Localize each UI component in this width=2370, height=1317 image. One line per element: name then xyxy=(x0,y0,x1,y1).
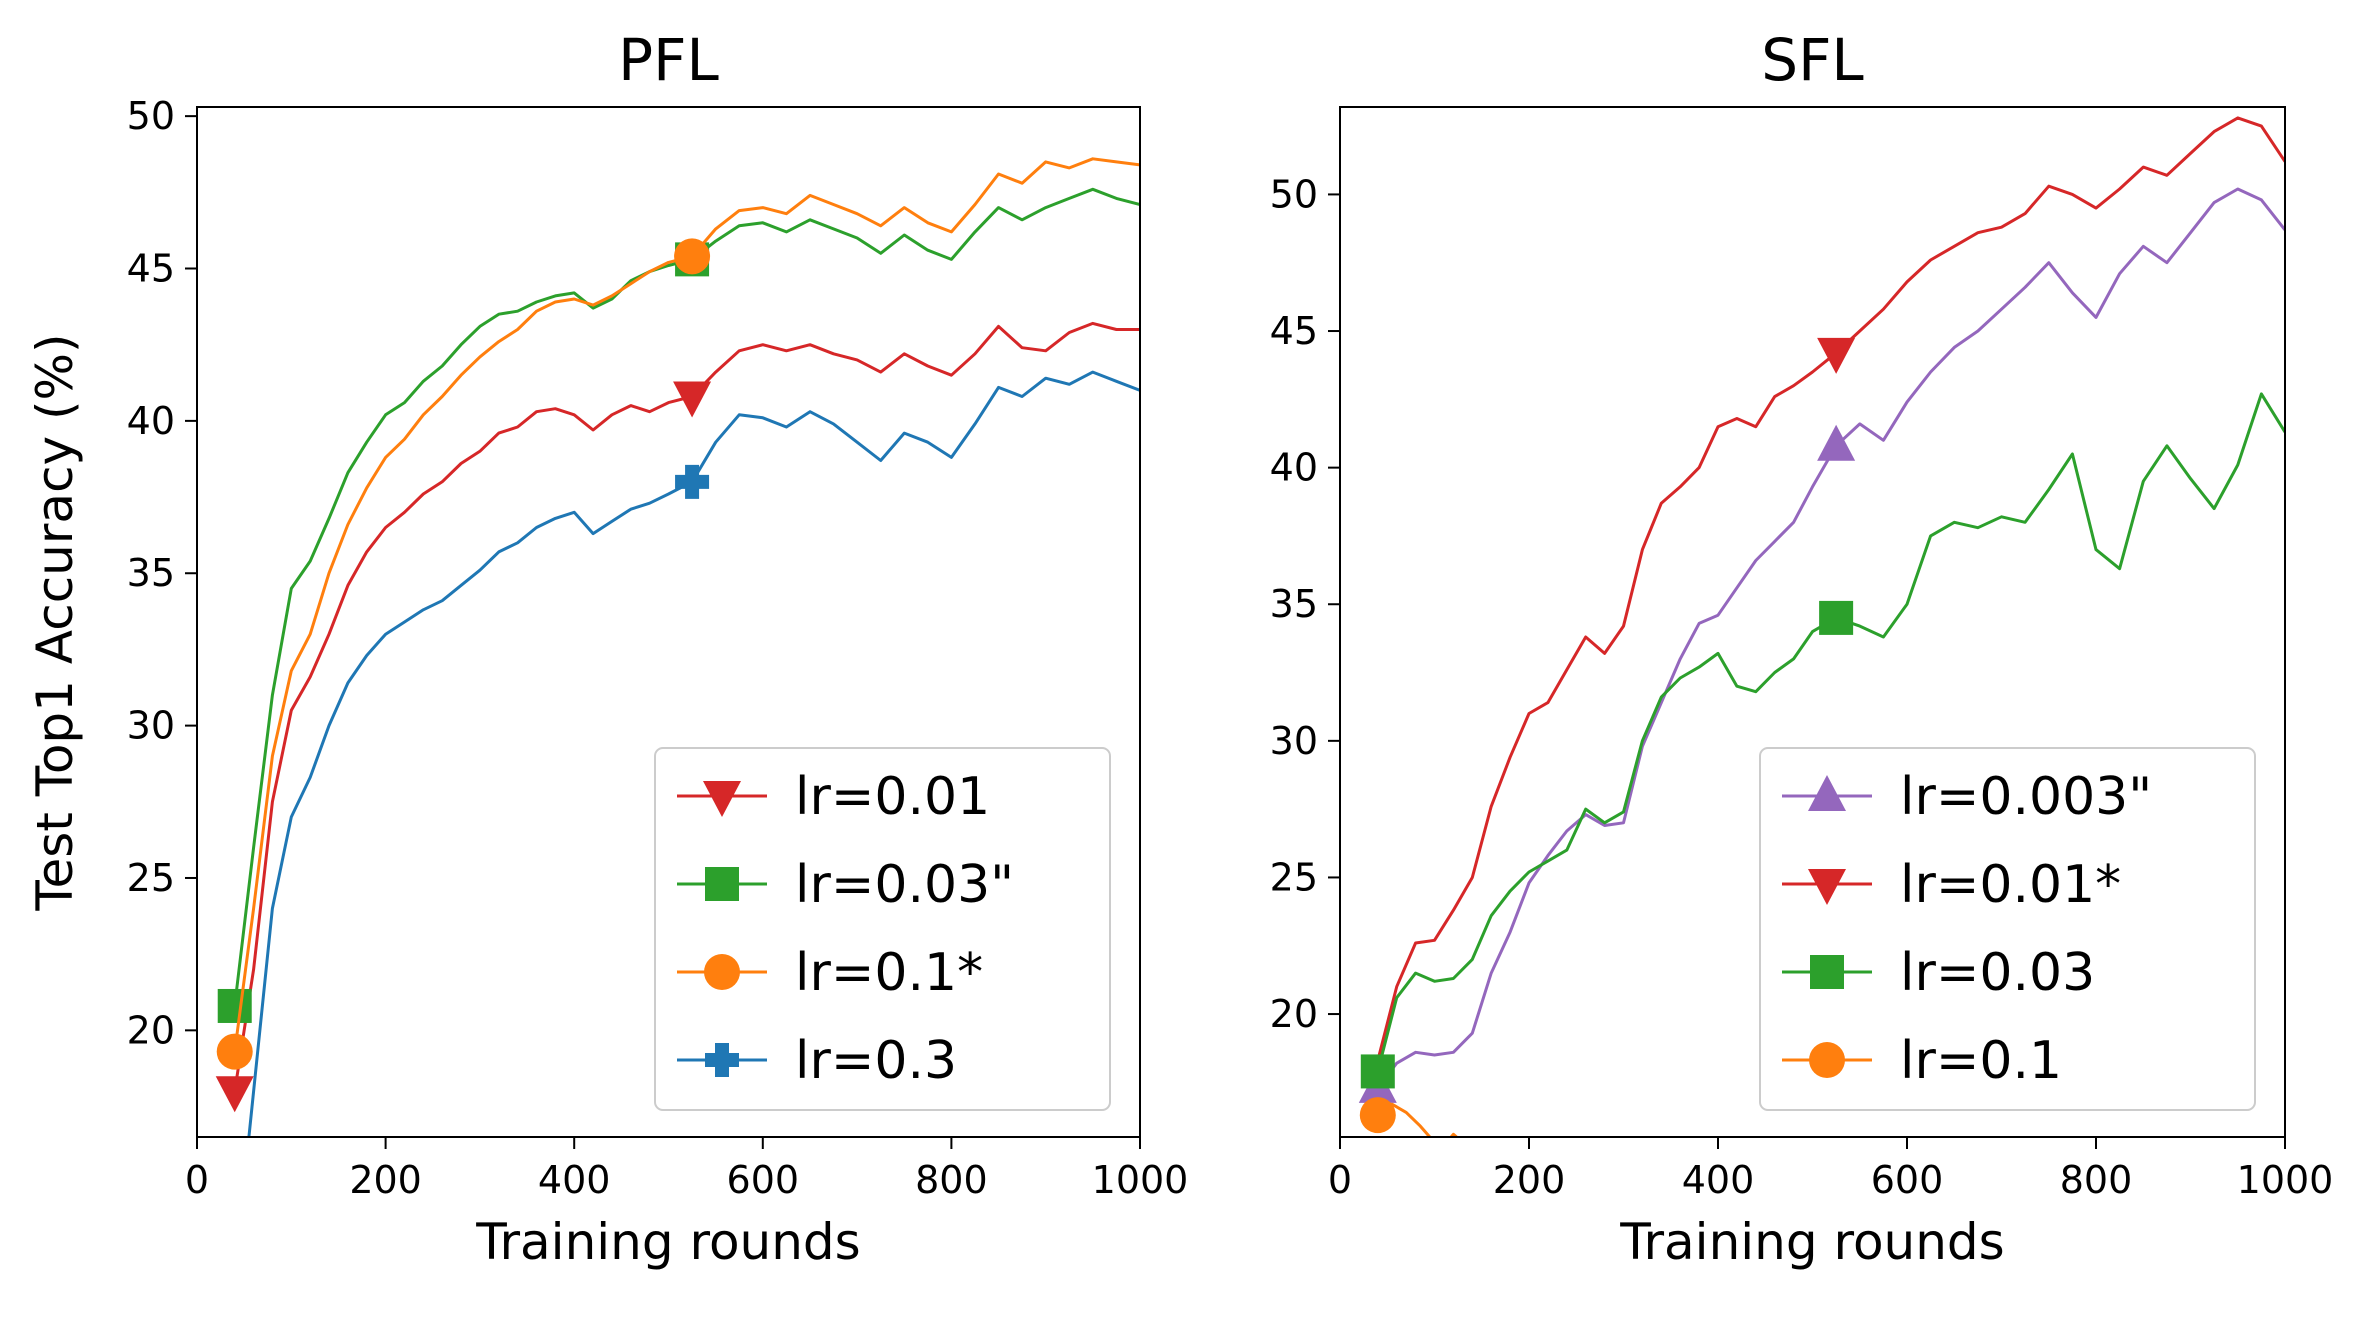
series-marker-2-1 xyxy=(217,988,252,1023)
legend-marker-1 xyxy=(1808,775,1846,811)
legend-label-1: lr=0.003" xyxy=(1900,767,2152,827)
chart-title: SFL xyxy=(1761,26,1864,94)
axes-frame xyxy=(1339,106,2286,1138)
legend-marker-4 xyxy=(705,1043,739,1077)
x-tick-label: 600 xyxy=(1871,1158,1944,1202)
legend-box xyxy=(1759,747,2256,1111)
chart-title: PFL xyxy=(618,26,719,94)
legend-label-4: lr=0.1 xyxy=(1900,1031,2062,1091)
series-marker-1-2 xyxy=(673,381,712,418)
legend: lr=0.01 lr=0.03" lr=0.1* lr=0.3 xyxy=(654,747,1111,1111)
axes-frame xyxy=(196,106,1141,1138)
y-tick-label: 20 xyxy=(127,1008,175,1052)
y-tick-label: 40 xyxy=(127,399,175,443)
x-tick-label: 400 xyxy=(538,1158,611,1202)
series-marker-3-1 xyxy=(216,1033,253,1070)
series-marker-2-1 xyxy=(1817,337,1856,374)
series-marker-3-2 xyxy=(1819,600,1854,635)
y-tick-label: 50 xyxy=(127,94,175,138)
series-marker-4-1 xyxy=(1359,1097,1396,1134)
legend-label-2: lr=0.01* xyxy=(1900,855,2121,915)
series-line-4 xyxy=(247,370,1140,1137)
series-line-3 xyxy=(233,157,1140,1052)
x-tick-label: 200 xyxy=(349,1158,422,1202)
x-tick-label: 800 xyxy=(915,1158,988,1202)
y-tick-label: 45 xyxy=(1270,309,1318,353)
y-tick-label: 40 xyxy=(1270,446,1318,490)
y-tick-label: 35 xyxy=(127,551,175,595)
chart-panel-1: 0 200 400 600 800 1000 20 25 30 35 40 45 50 PFL Traini… xyxy=(26,26,1188,1271)
x-tick-label: 600 xyxy=(727,1158,800,1202)
legend-marker-1 xyxy=(703,781,741,817)
y-tick-label: 30 xyxy=(1270,719,1318,763)
series-marker-3-1 xyxy=(1360,1054,1395,1089)
plot-area xyxy=(215,157,1140,1137)
legend-box xyxy=(654,747,1111,1111)
y-axis-label: Test Top1 Accuracy (%) xyxy=(26,333,84,911)
series-line-1 xyxy=(1376,187,2285,1089)
y-tick-label: 30 xyxy=(127,704,175,748)
legend-label-3: lr=0.1* xyxy=(795,943,983,1003)
legend-marker-2 xyxy=(705,867,739,901)
legend-marker-3 xyxy=(1810,955,1844,989)
x-tick-label: 1000 xyxy=(2237,1158,2334,1202)
series-line-1 xyxy=(233,321,1140,1092)
x-tick-label: 0 xyxy=(1328,1158,1352,1202)
x-tick-label: 0 xyxy=(185,1158,209,1202)
x-axis-label: Training rounds xyxy=(475,1213,860,1271)
x-tick-label: 1000 xyxy=(1092,1158,1189,1202)
series-marker-1-1 xyxy=(215,1076,254,1113)
y-tick-label: 35 xyxy=(1270,582,1318,626)
y-tick-label: 45 xyxy=(127,247,175,291)
x-axis-label: Training rounds xyxy=(1619,1213,2004,1271)
legend-label-3: lr=0.03 xyxy=(1900,943,2095,1003)
x-tick-label: 200 xyxy=(1493,1158,1566,1202)
y-tick-label: 25 xyxy=(127,856,175,900)
x-tick-label: 800 xyxy=(2060,1158,2133,1202)
legend-label-2: lr=0.03" xyxy=(795,855,1014,915)
series-line-3 xyxy=(1376,392,2285,1072)
legend-marker-2 xyxy=(1808,869,1846,905)
legend-marker-3 xyxy=(704,954,740,990)
plot-area xyxy=(1358,116,2285,1137)
legend-marker-4 xyxy=(1809,1042,1845,1078)
y-tick-label: 50 xyxy=(1270,172,1318,216)
series-marker-1-2 xyxy=(1817,424,1856,461)
x-tick-label: 400 xyxy=(1682,1158,1755,1202)
series-marker-4-1 xyxy=(675,464,710,499)
legend: lr=0.003" lr=0.01* lr=0.03 lr=0.1 xyxy=(1759,747,2256,1111)
chart-panel-2: 0 200 400 600 800 1000 20 25 30 35 40 45 50 SFL Traini… xyxy=(1270,26,2334,1271)
series-line-2 xyxy=(1376,116,2285,1061)
y-tick-label: 20 xyxy=(1270,992,1318,1036)
y-tick-label: 25 xyxy=(1270,855,1318,899)
legend-label-1: lr=0.01 xyxy=(795,767,990,827)
legend-label-4: lr=0.3 xyxy=(795,1031,957,1091)
series-marker-3-2 xyxy=(674,238,711,275)
